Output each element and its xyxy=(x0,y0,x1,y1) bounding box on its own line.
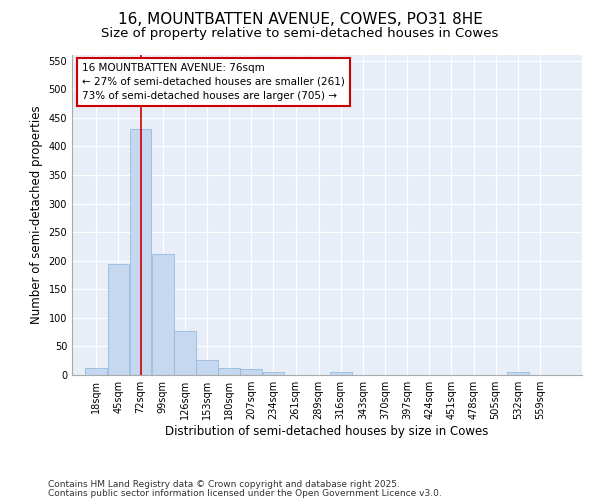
Bar xyxy=(196,360,218,375)
Bar xyxy=(107,264,130,375)
Bar xyxy=(263,372,284,375)
Text: 16 MOUNTBATTEN AVENUE: 76sqm
← 27% of semi-detached houses are smaller (261)
73%: 16 MOUNTBATTEN AVENUE: 76sqm ← 27% of se… xyxy=(82,63,345,101)
Bar xyxy=(152,254,173,375)
Bar xyxy=(85,368,107,375)
Text: 16, MOUNTBATTEN AVENUE, COWES, PO31 8HE: 16, MOUNTBATTEN AVENUE, COWES, PO31 8HE xyxy=(118,12,482,28)
Bar xyxy=(507,372,529,375)
X-axis label: Distribution of semi-detached houses by size in Cowes: Distribution of semi-detached houses by … xyxy=(166,425,488,438)
Bar xyxy=(130,130,151,375)
Text: Contains HM Land Registry data © Crown copyright and database right 2025.: Contains HM Land Registry data © Crown c… xyxy=(48,480,400,489)
Bar xyxy=(218,368,240,375)
Bar xyxy=(330,372,352,375)
Bar xyxy=(241,370,262,375)
Bar xyxy=(174,331,196,375)
Y-axis label: Number of semi-detached properties: Number of semi-detached properties xyxy=(30,106,43,324)
Text: Size of property relative to semi-detached houses in Cowes: Size of property relative to semi-detach… xyxy=(101,28,499,40)
Text: Contains public sector information licensed under the Open Government Licence v3: Contains public sector information licen… xyxy=(48,489,442,498)
